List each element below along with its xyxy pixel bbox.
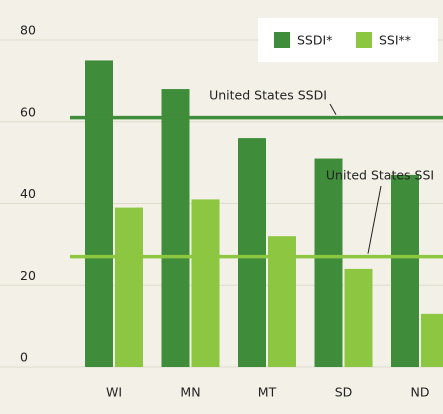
bar — [344, 268, 373, 367]
legend-label: SSDI* — [297, 33, 332, 48]
annotation: United States SSI — [326, 168, 434, 183]
x-tick-label: ND — [411, 385, 430, 400]
bar — [421, 313, 443, 367]
bar — [238, 138, 266, 367]
legend-swatch — [274, 32, 290, 48]
x-tick-label: WI — [106, 385, 122, 400]
y-tick-label: 40 — [20, 186, 36, 201]
x-tick-label: MT — [258, 385, 277, 400]
annotation-leader — [329, 103, 337, 115]
y-tick-label: 60 — [20, 104, 36, 119]
y-tick-label: 20 — [20, 268, 36, 283]
bar — [115, 207, 143, 367]
legend-label: SSI** — [379, 33, 411, 48]
y-tick-label: 0 — [20, 350, 28, 365]
bar — [191, 199, 220, 367]
bar — [314, 158, 343, 367]
x-tick-label: SD — [335, 385, 353, 400]
bar — [161, 89, 190, 368]
legend-swatch — [356, 32, 372, 48]
y-tick-label: 80 — [20, 23, 36, 38]
annotation-leader — [367, 185, 382, 254]
bar — [85, 60, 113, 367]
annotation: United States SSDI — [209, 88, 327, 103]
x-tick-label: MN — [180, 385, 200, 400]
bar — [391, 174, 419, 367]
